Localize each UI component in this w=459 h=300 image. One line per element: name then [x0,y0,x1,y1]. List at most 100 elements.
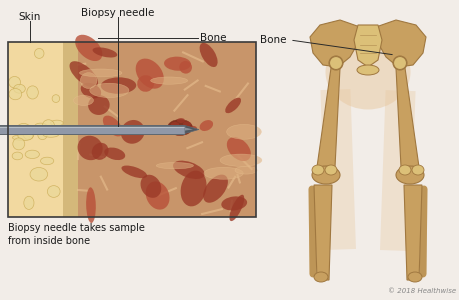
Ellipse shape [24,196,34,209]
Ellipse shape [395,166,423,184]
Ellipse shape [14,84,25,93]
Text: Biopsy needle takes sample
from inside bone: Biopsy needle takes sample from inside b… [8,223,145,246]
Ellipse shape [199,120,213,131]
Ellipse shape [101,77,136,94]
Ellipse shape [167,119,192,136]
Ellipse shape [392,56,406,70]
Bar [78,42,256,217]
Ellipse shape [235,166,257,174]
Ellipse shape [73,95,93,106]
Ellipse shape [52,95,60,103]
Ellipse shape [311,166,339,184]
Ellipse shape [9,76,21,88]
Ellipse shape [79,69,122,77]
Ellipse shape [25,150,39,158]
Ellipse shape [92,47,117,58]
Polygon shape [395,68,418,167]
Bar [0,124,185,134]
Ellipse shape [30,167,48,181]
Ellipse shape [78,136,102,160]
Polygon shape [353,25,381,67]
Ellipse shape [146,182,169,210]
Ellipse shape [86,187,95,223]
Text: Skin: Skin [19,12,41,22]
Text: Bone: Bone [259,35,286,45]
Ellipse shape [150,77,187,84]
Polygon shape [309,20,359,67]
Ellipse shape [177,118,185,123]
Ellipse shape [411,165,423,175]
Ellipse shape [164,57,190,71]
Ellipse shape [325,34,409,110]
Bar [8,42,63,217]
Ellipse shape [17,123,31,136]
Ellipse shape [104,148,125,160]
Ellipse shape [80,83,101,98]
Ellipse shape [140,175,161,198]
Ellipse shape [135,58,163,89]
Ellipse shape [199,43,217,67]
Ellipse shape [328,56,342,70]
Ellipse shape [398,165,410,175]
Ellipse shape [9,88,22,100]
Ellipse shape [103,116,123,136]
Ellipse shape [183,122,190,126]
Text: © 2018 Healthwise: © 2018 Healthwise [387,288,455,294]
Ellipse shape [229,195,244,221]
Ellipse shape [392,56,406,70]
Ellipse shape [91,143,108,160]
Ellipse shape [13,138,25,150]
Ellipse shape [12,152,22,160]
Ellipse shape [12,135,29,140]
Ellipse shape [329,56,342,70]
Ellipse shape [38,130,47,140]
Ellipse shape [88,95,109,115]
Bar [0,125,185,134]
Text: Biopsy needle: Biopsy needle [81,8,154,18]
Bar [63,42,78,217]
Ellipse shape [313,272,327,282]
Ellipse shape [226,137,250,161]
Ellipse shape [40,157,54,165]
Ellipse shape [156,163,193,169]
Ellipse shape [121,120,145,144]
Ellipse shape [90,83,129,98]
Bar [8,42,256,217]
Ellipse shape [219,154,261,167]
Ellipse shape [356,65,378,75]
Bar [8,42,256,217]
Ellipse shape [311,165,323,175]
Ellipse shape [121,166,147,178]
Ellipse shape [47,186,60,197]
Bar [0,126,185,128]
Polygon shape [375,20,425,67]
Ellipse shape [171,122,179,127]
Ellipse shape [179,61,191,74]
Ellipse shape [325,165,336,175]
Ellipse shape [226,124,261,139]
Ellipse shape [18,131,33,140]
Polygon shape [403,185,421,280]
Ellipse shape [221,196,246,211]
Ellipse shape [43,131,59,137]
Ellipse shape [75,35,102,61]
Bar [379,90,414,251]
Polygon shape [316,68,339,167]
Ellipse shape [225,98,241,113]
Ellipse shape [189,126,196,131]
Ellipse shape [203,175,227,203]
Ellipse shape [42,120,54,132]
Polygon shape [313,185,331,280]
Ellipse shape [34,49,44,58]
Ellipse shape [173,160,204,179]
Polygon shape [185,128,193,130]
Ellipse shape [69,61,98,87]
Bar [320,89,355,250]
Ellipse shape [35,123,46,128]
Text: Bone: Bone [200,33,226,43]
Ellipse shape [80,73,97,88]
Ellipse shape [23,127,34,140]
Ellipse shape [27,86,38,99]
Ellipse shape [180,171,206,206]
Polygon shape [185,125,199,134]
